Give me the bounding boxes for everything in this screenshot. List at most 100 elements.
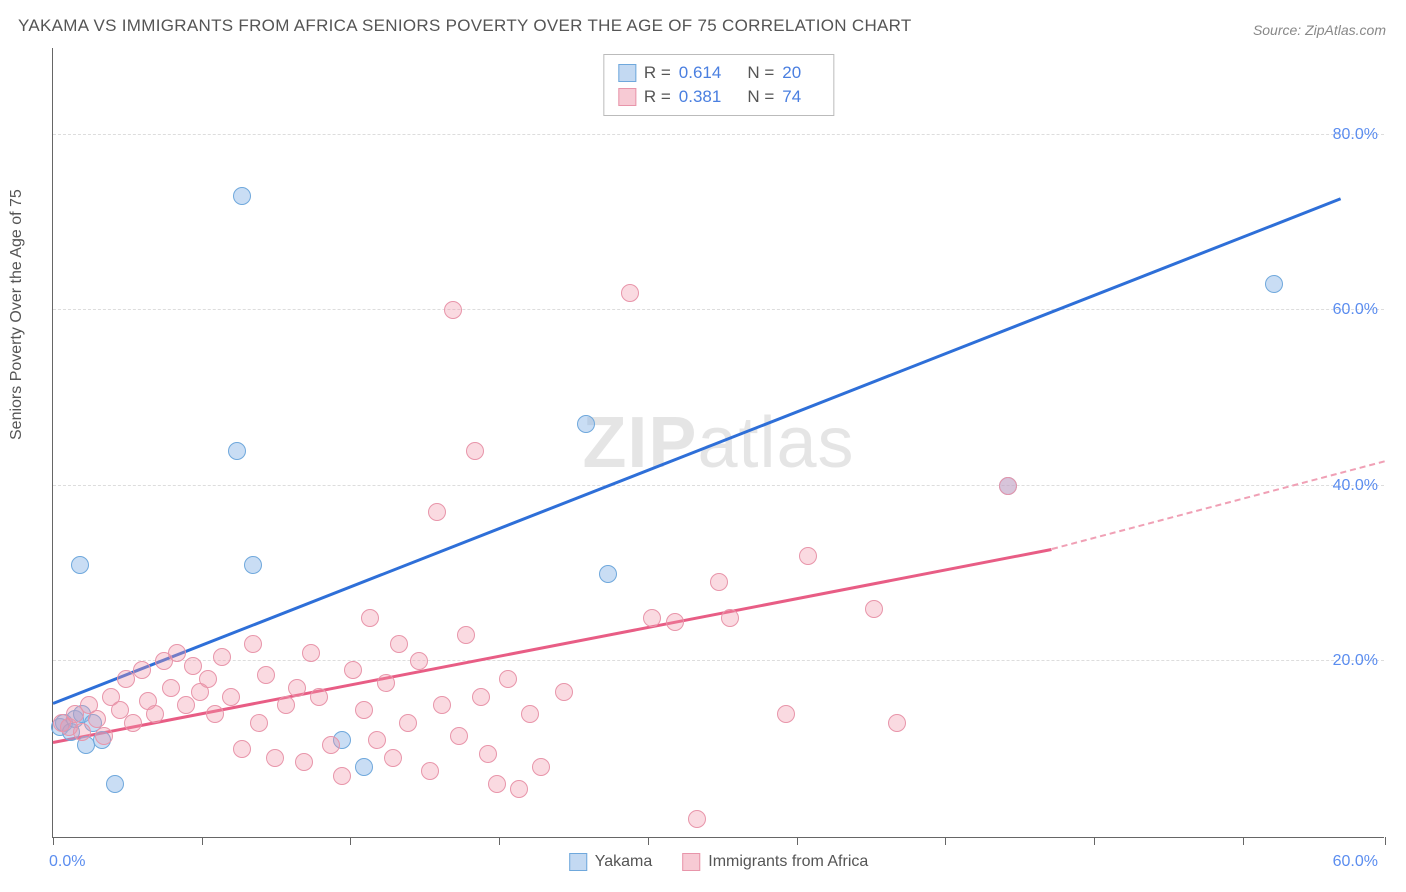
data-point [390,635,408,653]
data-point [410,652,428,670]
y-tick-label: 80.0% [1333,126,1378,144]
x-tick [797,837,798,845]
data-point [368,731,386,749]
data-point [457,626,475,644]
data-point [244,635,262,653]
data-point [250,714,268,732]
legend-item-immigrants: Immigrants from Africa [682,853,868,871]
data-point [344,661,362,679]
data-point [310,688,328,706]
x-tick [1385,837,1386,845]
trend-line [1052,461,1385,551]
data-point [599,565,617,583]
data-point [106,775,124,793]
gridline-h [53,134,1384,135]
data-point [257,666,275,684]
legend-swatch-blue [618,64,636,82]
data-point [532,758,550,776]
data-point [999,477,1017,495]
data-point [322,736,340,754]
source-attribution: Source: ZipAtlas.com [1253,22,1386,38]
gridline-h [53,309,1384,310]
legend-swatch-pink-icon [682,853,700,871]
data-point [355,758,373,776]
data-point [865,600,883,618]
data-point [466,442,484,460]
legend-stats: R =0.614 N =20 R =0.381 N =74 [603,54,834,116]
data-point [433,696,451,714]
y-axis-label: Seniors Poverty Over the Age of 75 [8,189,26,440]
data-point [206,705,224,723]
data-point [277,696,295,714]
data-point [302,644,320,662]
data-point [228,442,246,460]
y-tick-label: 60.0% [1333,301,1378,319]
data-point [444,301,462,319]
data-point [355,701,373,719]
data-point [555,683,573,701]
data-point [222,688,240,706]
x-tick [202,837,203,845]
data-point [428,503,446,521]
y-tick-label: 20.0% [1333,652,1378,670]
data-point [621,284,639,302]
data-point [361,609,379,627]
data-point [1265,275,1283,293]
y-tick-label: 40.0% [1333,477,1378,495]
data-point [146,705,164,723]
data-point [384,749,402,767]
data-point [377,674,395,692]
data-point [450,727,468,745]
x-tick [1094,837,1095,845]
x-tick [1243,837,1244,845]
data-point [184,657,202,675]
x-tick [499,837,500,845]
data-point [333,767,351,785]
data-point [799,547,817,565]
gridline-h [53,660,1384,661]
data-point [479,745,497,763]
x-tick-label: 0.0% [49,853,85,871]
data-point [472,688,490,706]
data-point [888,714,906,732]
x-tick [648,837,649,845]
data-point [162,679,180,697]
chart-title: YAKAMA VS IMMIGRANTS FROM AFRICA SENIORS… [18,16,912,36]
legend-series: Yakama Immigrants from Africa [569,853,869,871]
legend-stats-row-1: R =0.614 N =20 [618,61,819,85]
data-point [177,696,195,714]
data-point [399,714,417,732]
data-point [510,780,528,798]
data-point [133,661,151,679]
data-point [71,556,89,574]
data-point [666,613,684,631]
data-point [168,644,186,662]
legend-stats-row-2: R =0.381 N =74 [618,85,819,109]
legend-swatch-blue-icon [569,853,587,871]
data-point [199,670,217,688]
data-point [688,810,706,828]
data-point [244,556,262,574]
data-point [73,723,91,741]
data-point [643,609,661,627]
plot-area: ZIPatlas R =0.614 N =20 R =0.381 N =74 Y… [52,48,1384,838]
data-point [710,573,728,591]
data-point [577,415,595,433]
data-point [88,710,106,728]
data-point [488,775,506,793]
data-point [233,740,251,758]
data-point [233,187,251,205]
data-point [288,679,306,697]
x-tick [945,837,946,845]
data-point [521,705,539,723]
data-point [777,705,795,723]
data-point [295,753,313,771]
data-point [124,714,142,732]
legend-item-yakama: Yakama [569,853,653,871]
x-tick [350,837,351,845]
data-point [266,749,284,767]
data-point [721,609,739,627]
data-point [95,727,113,745]
x-tick [53,837,54,845]
legend-swatch-pink [618,88,636,106]
